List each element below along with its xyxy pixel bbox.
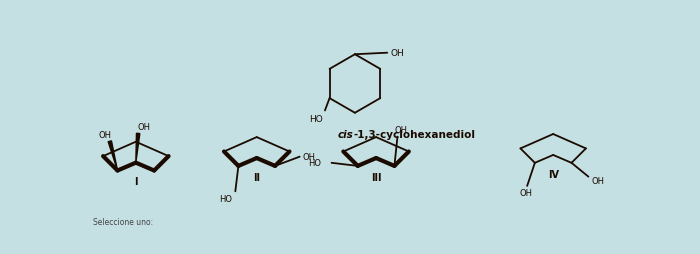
Text: OH: OH (302, 153, 316, 162)
Text: IV: IV (547, 169, 559, 179)
Text: OH: OH (592, 176, 604, 185)
Text: II: II (253, 172, 260, 182)
Text: OH: OH (519, 189, 532, 198)
Text: HO: HO (308, 159, 321, 168)
Polygon shape (136, 134, 140, 163)
Text: OH: OH (138, 122, 150, 132)
Text: OH: OH (391, 49, 404, 58)
Text: Seleccione uno:: Seleccione uno: (93, 217, 153, 226)
Text: III: III (371, 172, 382, 182)
Text: I: I (134, 177, 138, 186)
Text: OH: OH (99, 130, 112, 139)
Text: cis: cis (337, 129, 354, 139)
Text: OH: OH (394, 126, 407, 135)
Text: HO: HO (309, 114, 323, 123)
Polygon shape (108, 141, 118, 171)
Text: -1,3-cyclohexanediol: -1,3-cyclohexanediol (354, 129, 475, 139)
Text: HO: HO (219, 194, 232, 203)
